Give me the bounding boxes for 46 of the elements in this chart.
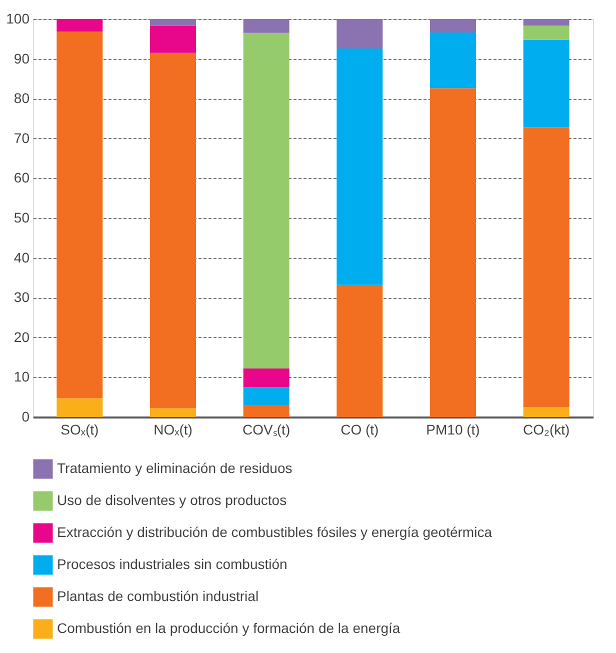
bar — [150, 52, 196, 408]
legend-label: Tratamiento y eliminación de residuos — [57, 460, 292, 476]
legend-label: Extracción y distribución de combustibles fósiles y energía geotérmica — [57, 524, 492, 540]
x-tick-label: CO (t) — [340, 422, 379, 438]
bar — [56, 398, 103, 417]
bar — [243, 368, 290, 388]
y-tick-label: 50 — [14, 210, 30, 226]
bar — [150, 19, 196, 26]
bar — [150, 408, 196, 417]
bar — [430, 19, 476, 33]
bar — [243, 32, 290, 368]
y-tick-label: 90 — [14, 50, 30, 66]
y-tick-label: 30 — [14, 289, 30, 306]
legend-label: Uso de disolventes y otros productos — [57, 492, 287, 508]
x-tick-label: CO₂(kt) — [523, 422, 570, 438]
y-tick-label: 70 — [14, 130, 30, 146]
legend-label: Procesos industriales sin combustión — [57, 556, 288, 572]
y-tick-label: 20 — [14, 328, 30, 345]
x-tick-label: SOₓ(t) — [60, 422, 99, 438]
y-tick-label: 60 — [14, 170, 30, 186]
y-tick-label: 0 — [22, 408, 30, 424]
bar — [336, 19, 383, 48]
bar — [336, 284, 383, 417]
bar — [56, 32, 103, 398]
bar — [243, 406, 290, 417]
bar — [523, 40, 570, 128]
bar — [523, 26, 570, 40]
legend-label: Combustión en la producción y formación de la energía — [57, 620, 400, 636]
y-tick-label: 10 — [14, 368, 30, 385]
y-tick-label: 40 — [14, 249, 30, 266]
bar — [523, 19, 570, 26]
x-tick-label: NOₓ(t) — [154, 422, 192, 438]
legend-label: Plantas de combustión industrial — [57, 588, 259, 604]
bar — [150, 26, 196, 53]
bar — [336, 48, 383, 285]
x-tick-label: COVₛ(t) — [242, 422, 290, 438]
bar — [430, 88, 476, 417]
bar — [56, 19, 103, 32]
bar — [523, 127, 570, 408]
bar — [430, 32, 476, 88]
bar — [243, 19, 290, 33]
x-tick-label: PM10 (t) — [426, 422, 480, 438]
y-tick-label: 80 — [14, 90, 30, 106]
y-tick-label: 100 — [6, 10, 30, 26]
bar — [523, 407, 570, 417]
bar — [243, 387, 290, 406]
